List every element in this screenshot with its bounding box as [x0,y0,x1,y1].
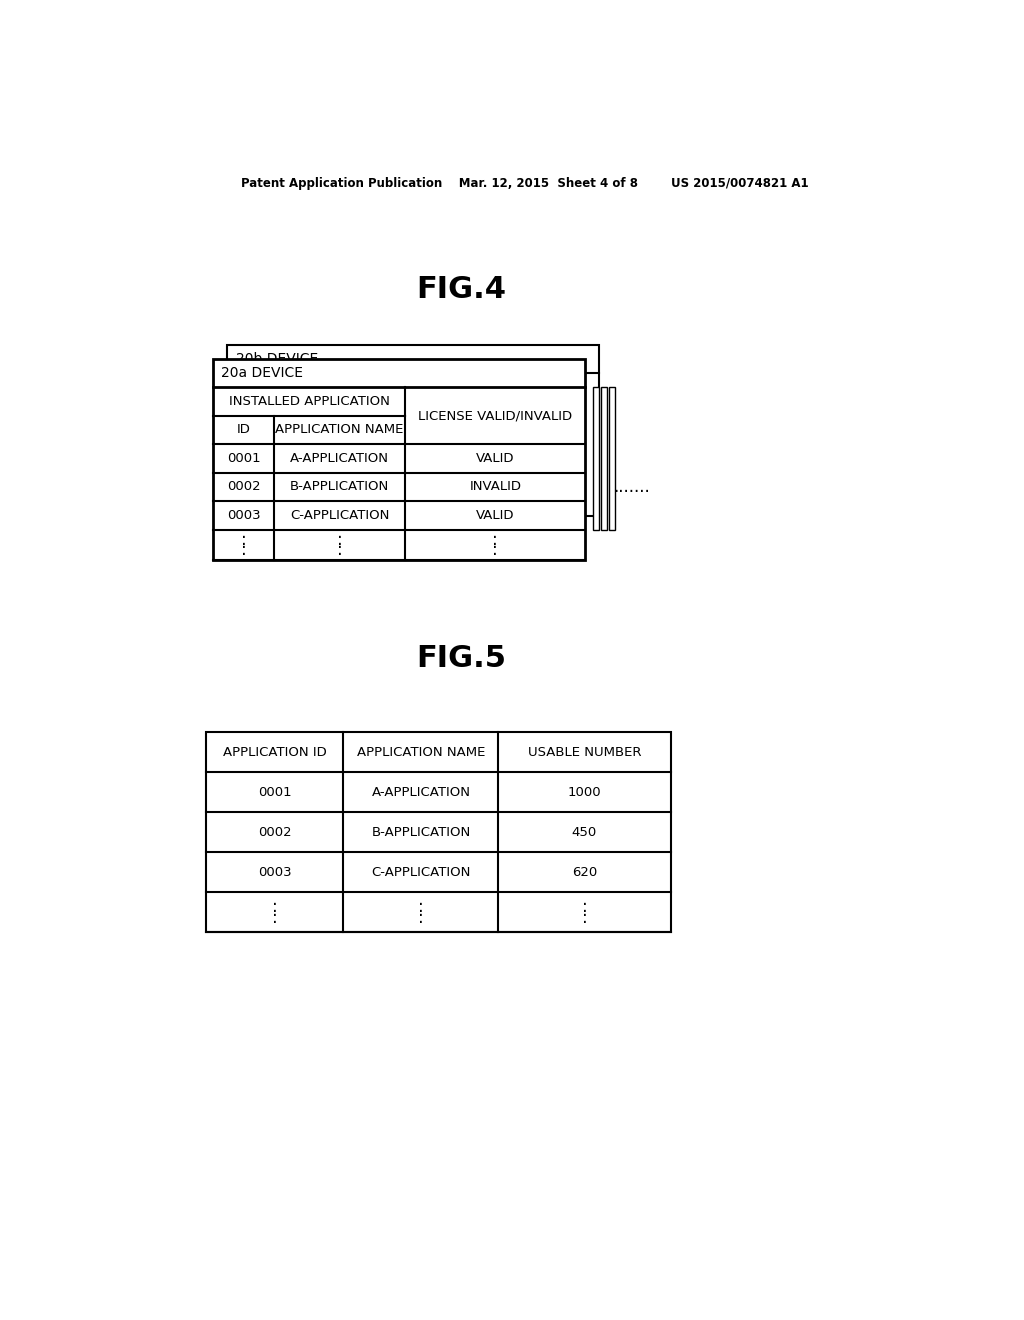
Text: 620: 620 [571,866,597,879]
Text: 0001: 0001 [258,785,291,799]
Text: :: : [582,908,588,927]
Text: .......: ....... [613,478,650,496]
Text: 0002: 0002 [258,825,291,838]
Text: :: : [418,908,424,927]
Text: 0002: 0002 [226,480,260,494]
Bar [608,387,614,529]
Text: :: : [418,898,424,916]
Text: :: : [271,908,278,927]
Text: LICENSE VALID/INVALID: LICENSE VALID/INVALID [418,409,572,422]
Text: INSTALLED APPLICATION: INSTALLED APPLICATION [229,395,390,408]
Text: :: : [241,531,247,549]
Text: B-APPLICATION: B-APPLICATION [372,825,471,838]
Text: C-APPLICATION: C-APPLICATION [372,866,471,879]
Text: :: : [493,531,499,549]
Bar [593,387,599,529]
Text: FIG.4: FIG.4 [416,275,506,304]
Text: ID: ID [237,424,251,437]
Text: 1000: 1000 [567,785,601,799]
Bar [227,345,599,516]
Bar [213,359,586,561]
Text: APPLICATION NAME: APPLICATION NAME [275,424,403,437]
Bar [206,733,671,932]
Text: :: : [337,541,342,560]
Bar [601,387,607,529]
Text: :: : [271,898,278,916]
Text: 0001: 0001 [226,451,260,465]
Text: VALID: VALID [476,451,515,465]
Text: Patent Application Publication    Mar. 12, 2015  Sheet 4 of 8        US 2015/007: Patent Application Publication Mar. 12, … [241,177,809,190]
Text: :: : [337,531,342,549]
Text: C-APPLICATION: C-APPLICATION [290,508,389,521]
Text: :: : [493,541,499,560]
Text: USABLE NUMBER: USABLE NUMBER [527,746,641,759]
Text: 20a DEVICE: 20a DEVICE [221,366,303,380]
Text: APPLICATION NAME: APPLICATION NAME [356,746,485,759]
Text: VALID: VALID [476,508,515,521]
Text: 20b DEVICE: 20b DEVICE [237,352,318,366]
Text: A-APPLICATION: A-APPLICATION [290,451,389,465]
Text: APPLICATION ID: APPLICATION ID [222,746,327,759]
Text: :: : [582,898,588,916]
Text: INVALID: INVALID [469,480,521,494]
Text: B-APPLICATION: B-APPLICATION [290,480,389,494]
Text: 0003: 0003 [258,866,291,879]
Text: A-APPLICATION: A-APPLICATION [372,785,470,799]
Text: 450: 450 [571,825,597,838]
Text: 0003: 0003 [226,508,260,521]
Text: FIG.5: FIG.5 [416,644,506,673]
Text: :: : [241,541,247,560]
